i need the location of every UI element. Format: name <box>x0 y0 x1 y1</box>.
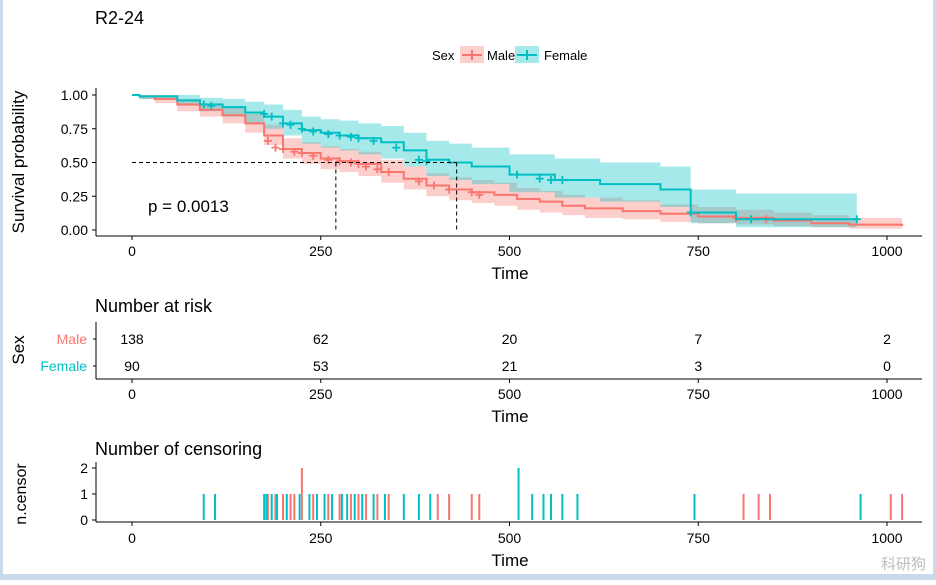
censor-mark <box>354 134 363 143</box>
censor-mark <box>430 181 438 190</box>
censor-y-axis-label: n.censor <box>13 463 30 525</box>
censor-y-tick-label: 1 <box>80 486 88 502</box>
censor-mark <box>547 176 556 185</box>
risk-x-tick-label: 250 <box>309 386 333 402</box>
risk-table-title: Number at risk <box>95 296 213 316</box>
risk-row-label-male: Male <box>57 331 88 347</box>
risk-x-tick-label: 0 <box>128 386 136 402</box>
left-border <box>0 0 3 580</box>
risk-cell: 3 <box>694 358 702 374</box>
censor-x-tick-label: 1000 <box>871 530 902 546</box>
risk-row-label-female: Female <box>40 358 87 374</box>
censor-x-tick-label: 500 <box>498 530 522 546</box>
censor-mark <box>414 155 423 164</box>
censor-mark <box>279 145 287 153</box>
censor-mark <box>279 119 287 128</box>
x-tick-label: 500 <box>498 243 522 259</box>
x-tick-label: 750 <box>687 243 711 259</box>
censor-mark <box>271 143 280 152</box>
censor-mark <box>260 109 269 118</box>
risk-cell: 138 <box>120 331 144 347</box>
y-tick-label: 0.00 <box>61 222 88 238</box>
censor-mark <box>335 157 344 166</box>
x-tick-label: 1000 <box>871 243 902 259</box>
censor-mark <box>290 147 299 156</box>
right-border <box>933 0 936 580</box>
censor-mark <box>324 130 333 139</box>
censor-mark <box>297 149 306 158</box>
censor-mark <box>263 136 272 145</box>
censor-x-tick-label: 250 <box>309 530 333 546</box>
censor-mark <box>467 188 476 197</box>
x-axis-label: Time <box>491 264 528 283</box>
censor-mark <box>354 159 363 168</box>
survival-curve-female <box>132 94 857 221</box>
risk-cell: 2 <box>883 331 891 347</box>
y-tick-label: 0.50 <box>61 155 88 171</box>
legend-label-female: Female <box>544 48 587 63</box>
bottom-border <box>0 574 936 580</box>
censor-mark <box>373 165 382 174</box>
legend-title: Sex <box>432 48 455 63</box>
x-tick-label: 250 <box>309 243 333 259</box>
censor-mark <box>335 131 344 140</box>
risk-cell: 21 <box>502 358 518 374</box>
censor-mark <box>558 176 567 185</box>
censor-mark <box>369 136 378 145</box>
censor-mark <box>535 174 544 183</box>
censor-chart-title: Number of censoring <box>95 439 262 459</box>
censor-mark <box>392 143 401 152</box>
risk-x-tick-label: 500 <box>498 386 522 402</box>
censor-mark <box>445 185 454 194</box>
x-tick-label: 0 <box>128 243 136 259</box>
censor-y-tick-label: 0 <box>80 512 88 528</box>
risk-cell: 0 <box>883 358 891 374</box>
risk-cell: 62 <box>313 331 329 347</box>
ci-band-male <box>132 95 903 229</box>
censor-x-tick-label: 0 <box>128 530 136 546</box>
censor-x-axis-label: Time <box>491 551 528 570</box>
censor-mark <box>852 215 861 224</box>
y-tick-label: 1.00 <box>61 87 88 103</box>
chart-title: R2-24 <box>95 8 144 28</box>
p-value-annotation: p = 0.0013 <box>148 197 229 216</box>
risk-y-axis-label: Sex <box>9 335 28 365</box>
censor-mark <box>297 124 306 133</box>
risk-x-tick-label: 1000 <box>871 386 902 402</box>
censor-mark <box>384 167 393 176</box>
risk-x-tick-label: 750 <box>687 386 711 402</box>
censor-mark <box>747 215 756 224</box>
censor-mark <box>422 157 431 166</box>
censor-mark <box>686 208 695 217</box>
censor-mark <box>362 162 371 171</box>
watermark-logo: 科研狗 <box>880 555 926 573</box>
y-axis-label: Survival probability <box>9 90 28 233</box>
legend-label-male: Male <box>487 48 515 63</box>
censor-mark <box>309 151 318 160</box>
censor-mark <box>286 120 295 129</box>
risk-cell: 53 <box>313 358 329 374</box>
risk-cell: 20 <box>502 331 518 347</box>
risk-cell: 90 <box>124 358 140 374</box>
y-tick-label: 0.25 <box>61 188 88 204</box>
censor-y-tick-label: 2 <box>80 460 88 476</box>
risk-cell: 7 <box>694 331 702 347</box>
censor-mark <box>309 127 318 136</box>
y-tick-label: 0.75 <box>61 121 88 137</box>
survival-curve-male <box>132 94 904 226</box>
censor-mark <box>199 100 208 109</box>
risk-x-axis-label: Time <box>491 407 528 426</box>
censor-mark <box>267 112 276 121</box>
censor-mark <box>513 170 522 179</box>
censor-x-tick-label: 750 <box>687 530 711 546</box>
censor-mark <box>414 177 423 186</box>
censor-mark <box>346 132 355 141</box>
censor-mark <box>207 101 216 110</box>
censor-mark <box>475 190 484 199</box>
